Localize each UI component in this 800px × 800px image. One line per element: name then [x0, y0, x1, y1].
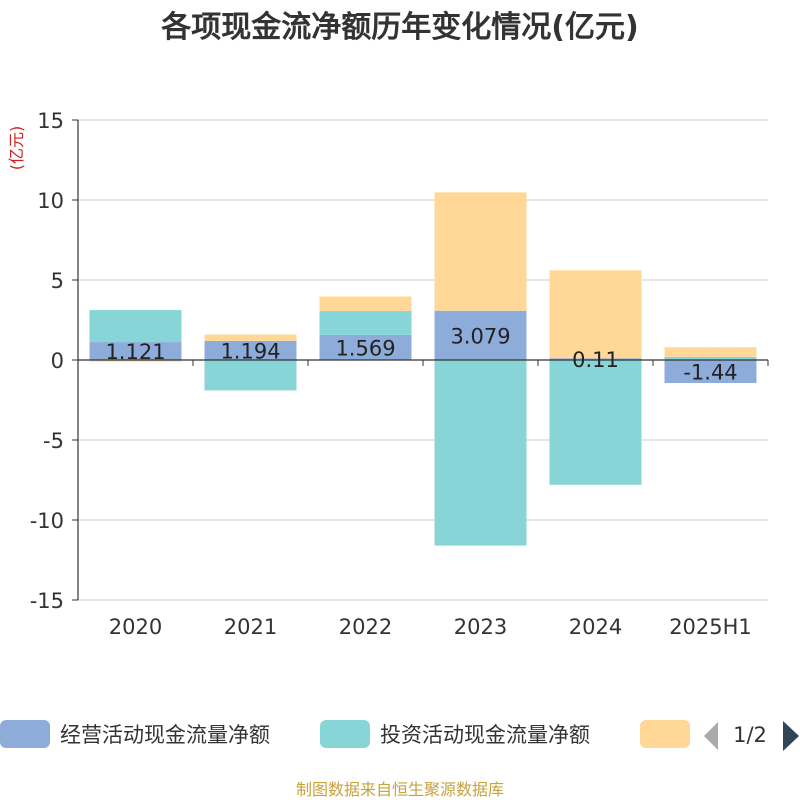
- y-tick-label: 15: [37, 109, 64, 133]
- y-tick-label: 5: [51, 269, 64, 293]
- bar-segment-series-3: [89, 360, 182, 362]
- data-label: -1.44: [683, 361, 737, 385]
- legend-swatch[interactable]: [320, 720, 370, 748]
- bar-segment-series-2: [89, 310, 182, 343]
- x-tick-label: 2025H1: [669, 615, 752, 639]
- bar-segment-series-1: [664, 360, 757, 384]
- legend-next-page-icon[interactable]: [783, 721, 799, 751]
- bar-segment-series-1: [204, 340, 297, 360]
- grid: [78, 119, 768, 601]
- x-tick-label: 2022: [339, 615, 392, 639]
- bars: [89, 192, 757, 546]
- legend-page-indicator: 1/2: [733, 723, 767, 747]
- legend-label[interactable]: 投资活动现金流量净额: [380, 723, 590, 747]
- bar-segment-series-1: [89, 342, 182, 360]
- y-tick-label: -10: [30, 509, 64, 533]
- legend-swatch[interactable]: [640, 720, 690, 748]
- x-tick-label: 2020: [109, 615, 162, 639]
- bar-segment-series-3: [434, 192, 527, 311]
- legend-prev-page-icon[interactable]: [704, 722, 718, 750]
- bar-segment-series-2: [204, 360, 297, 391]
- bar-segment-series-3: [549, 270, 642, 359]
- x-tick-label: 2021: [224, 615, 277, 639]
- data-label: 0.11: [572, 348, 619, 372]
- y-tick-label: -15: [30, 589, 64, 613]
- source-note: 制图数据来自恒生聚源数据库: [296, 780, 504, 799]
- y-axis-unit-label: (亿元): [7, 126, 26, 171]
- bar-segment-series-3: [664, 347, 757, 357]
- legend-label[interactable]: 经营活动现金流量净额: [60, 723, 270, 747]
- bar-segment-series-1: [434, 310, 527, 360]
- x-tick-label: 2023: [454, 615, 507, 639]
- data-labels: 1.121 1.194 1.569 3.079 0.11 -1.44: [105, 324, 737, 384]
- legend-swatch[interactable]: [0, 720, 50, 748]
- chart-title: 各项现金流净额历年变化情况(亿元): [160, 10, 638, 45]
- bar-segment-series-2: [664, 356, 757, 360]
- axes: 15 10 5 0 -5 -10 -15 2020 2021 2022 2023 2024 2025H1: [30, 109, 769, 639]
- y-tick-label: 0: [51, 349, 64, 373]
- legend: 经营活动现金流量净额 投资活动现金流量净额 1/2: [0, 720, 799, 751]
- bar-segment-series-3: [319, 296, 412, 311]
- data-label: 1.194: [220, 339, 280, 363]
- data-label: 3.079: [450, 324, 510, 348]
- bar-segment-series-1: [319, 334, 412, 360]
- bar-segment-series-2: [319, 310, 412, 335]
- bar-segment-series-3: [204, 334, 297, 341]
- data-label: 1.569: [335, 336, 395, 360]
- x-tick-label: 2024: [569, 615, 622, 639]
- bar-segment-series-2: [434, 360, 527, 546]
- bar-segment-series-2: [549, 360, 642, 485]
- data-label: 1.121: [105, 340, 165, 364]
- y-tick-label: 10: [37, 189, 64, 213]
- y-tick-label: -5: [43, 429, 64, 453]
- bar-segment-series-1: [549, 358, 642, 360]
